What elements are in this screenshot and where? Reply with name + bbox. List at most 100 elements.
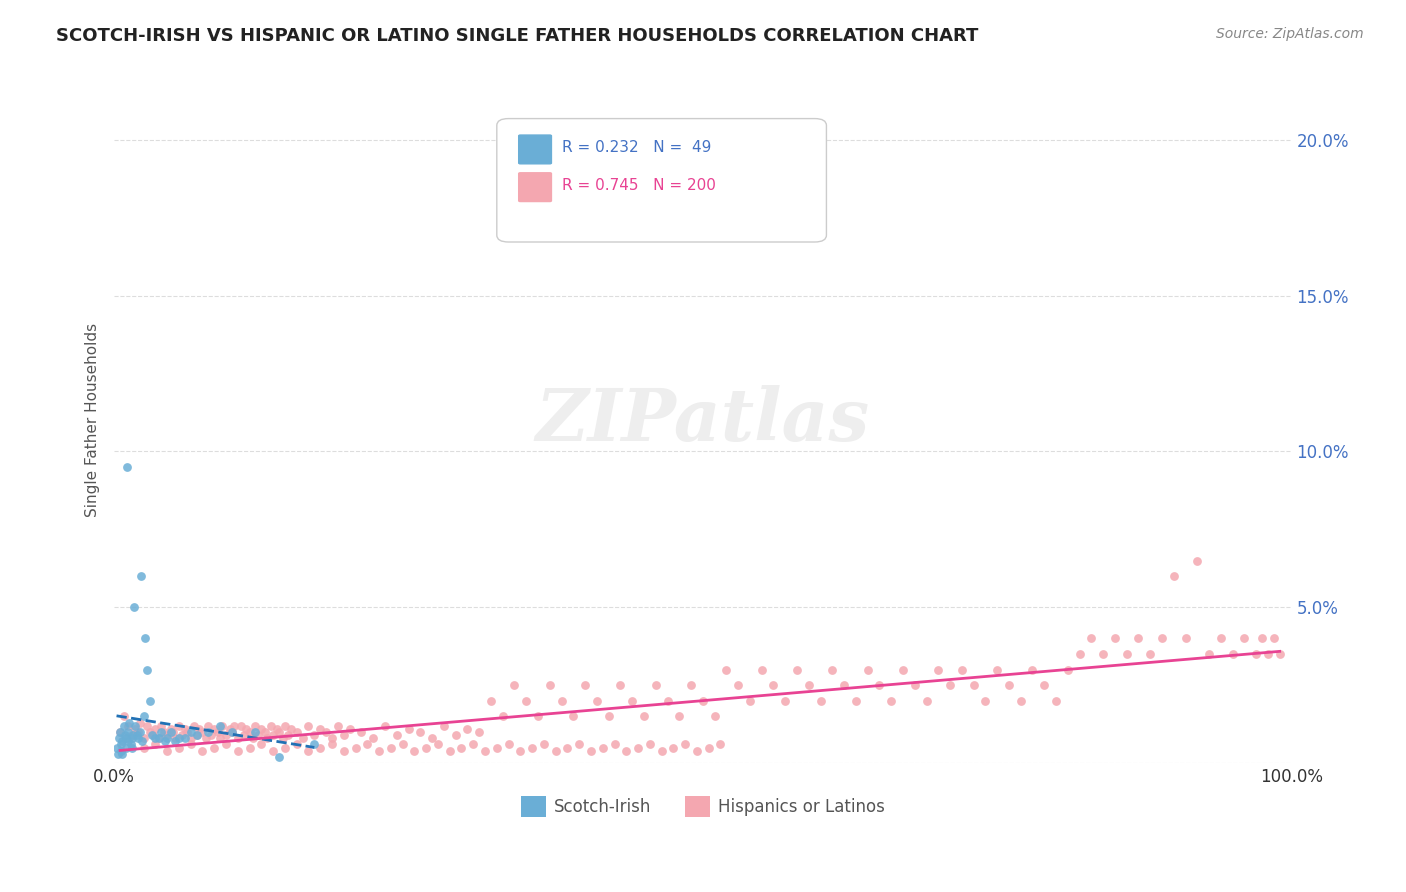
- Point: [415, 740, 437, 755]
- Point: [479, 694, 502, 708]
- Point: [156, 744, 179, 758]
- Point: [598, 709, 620, 723]
- Point: [762, 678, 785, 692]
- FancyBboxPatch shape: [517, 172, 553, 202]
- Point: [868, 678, 890, 692]
- Point: [218, 722, 240, 736]
- Point: [986, 663, 1008, 677]
- Point: [332, 728, 354, 742]
- Point: [538, 678, 561, 692]
- Point: [224, 719, 246, 733]
- Point: [361, 731, 384, 746]
- Point: [121, 728, 143, 742]
- Point: [136, 719, 159, 733]
- Point: [773, 694, 796, 708]
- Point: [1080, 632, 1102, 646]
- Point: [444, 728, 467, 742]
- Point: [129, 725, 152, 739]
- Point: [962, 678, 984, 692]
- Point: [186, 728, 208, 742]
- Point: [1174, 632, 1197, 646]
- Point: [142, 728, 165, 742]
- Point: [121, 740, 143, 755]
- Point: [165, 731, 187, 746]
- Point: [797, 678, 820, 692]
- Point: [112, 719, 135, 733]
- Point: [115, 731, 138, 746]
- Point: [256, 731, 278, 746]
- Point: [627, 740, 650, 755]
- Point: [167, 731, 190, 746]
- Point: [105, 740, 128, 755]
- Y-axis label: Single Father Households: Single Father Households: [86, 323, 100, 517]
- Point: [420, 731, 443, 746]
- Point: [697, 740, 720, 755]
- Point: [129, 569, 152, 583]
- Point: [609, 678, 631, 692]
- Point: [385, 728, 408, 742]
- Point: [1056, 663, 1078, 677]
- Point: [167, 740, 190, 755]
- Point: [253, 725, 276, 739]
- Point: [1244, 647, 1267, 661]
- Point: [162, 725, 184, 739]
- Point: [509, 744, 531, 758]
- Point: [159, 725, 181, 739]
- Point: [821, 663, 844, 677]
- Point: [117, 734, 139, 748]
- Point: [832, 678, 855, 692]
- Point: [150, 719, 173, 733]
- Point: [309, 722, 332, 736]
- Point: [260, 719, 283, 733]
- Point: [880, 694, 903, 708]
- Point: [132, 709, 155, 723]
- Point: [810, 694, 832, 708]
- Point: [974, 694, 997, 708]
- Point: [127, 731, 149, 746]
- Point: [1092, 647, 1115, 661]
- Point: [433, 719, 456, 733]
- Point: [195, 731, 218, 746]
- Point: [134, 632, 156, 646]
- Point: [197, 725, 219, 739]
- Point: [492, 709, 515, 723]
- Point: [692, 694, 714, 708]
- Point: [209, 719, 232, 733]
- Point: [291, 731, 314, 746]
- Point: [673, 738, 696, 752]
- Point: [339, 722, 361, 736]
- Point: [267, 725, 290, 739]
- Point: [1251, 632, 1274, 646]
- Point: [167, 719, 190, 733]
- Point: [309, 740, 332, 755]
- Point: [657, 694, 679, 708]
- Point: [115, 460, 138, 475]
- Point: [368, 744, 391, 758]
- Point: [285, 738, 308, 752]
- Point: [108, 731, 131, 746]
- Point: [404, 744, 426, 758]
- Point: [180, 738, 202, 752]
- Point: [904, 678, 927, 692]
- Point: [110, 738, 132, 752]
- Point: [226, 744, 249, 758]
- Point: [1104, 632, 1126, 646]
- Point: [304, 728, 326, 742]
- Point: [544, 744, 567, 758]
- Point: [1128, 632, 1150, 646]
- Point: [391, 738, 413, 752]
- Point: [145, 738, 167, 752]
- FancyBboxPatch shape: [517, 135, 553, 164]
- Point: [474, 744, 496, 758]
- Point: [138, 694, 160, 708]
- Point: [651, 744, 673, 758]
- Point: [709, 738, 731, 752]
- Point: [409, 725, 432, 739]
- Point: [231, 719, 253, 733]
- Point: [686, 744, 709, 758]
- Point: [110, 744, 132, 758]
- Point: [124, 722, 146, 736]
- Point: [232, 728, 254, 742]
- Point: [215, 738, 238, 752]
- Point: [114, 728, 136, 742]
